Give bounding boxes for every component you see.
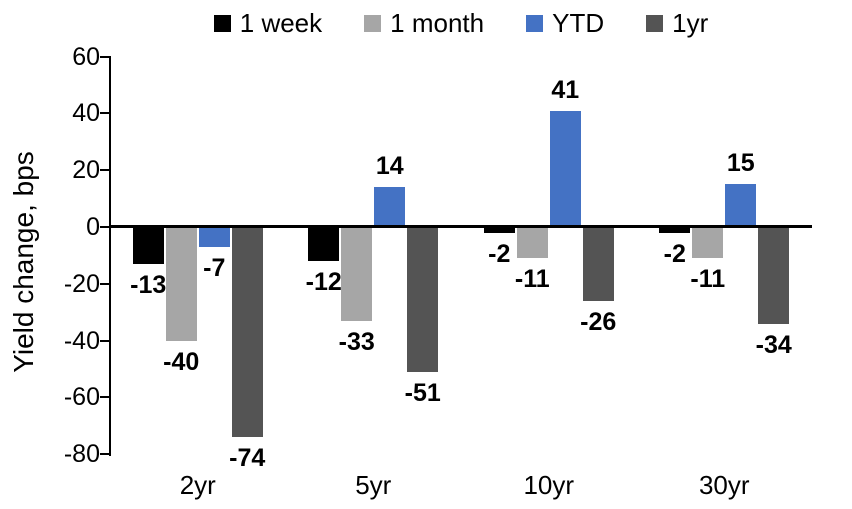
bar-1-week-5yr: [308, 227, 340, 262]
legend-item-1-month: 1 month: [364, 10, 484, 36]
bar-1yr-30yr: [758, 227, 790, 324]
legend-item-1yr: 1yr: [646, 10, 708, 36]
x-category-label: 5yr: [355, 470, 392, 500]
bar-value-label: -34: [755, 330, 792, 359]
y-tick-mark: [100, 396, 111, 399]
bar-1-month-10yr: [516, 227, 548, 259]
bar-1-week-10yr: [483, 227, 515, 233]
legend-swatch-icon: [526, 14, 544, 32]
bar-1-month-5yr: [341, 227, 373, 321]
bar-ytd-5yr: [374, 187, 406, 227]
legend-label: 1 month: [390, 8, 485, 38]
legend-label: 1 week: [239, 8, 323, 38]
bar-ytd-10yr: [549, 110, 581, 227]
bar-value-label: 15: [726, 149, 755, 178]
y-tick-mark: [100, 169, 111, 172]
legend-swatch-icon: [646, 14, 664, 32]
bar-value-label: -11: [690, 265, 726, 294]
legend-item-1-week: 1 week: [213, 8, 323, 38]
bar-value-label: -11: [514, 265, 550, 294]
legend-label: YTD: [552, 8, 605, 38]
y-tick-label: -40: [63, 326, 100, 355]
y-tick-label: -20: [63, 269, 100, 298]
bar-value-label: 14: [375, 152, 404, 181]
legend-swatch-icon: [213, 14, 231, 32]
bar-value-label: 41: [551, 75, 580, 104]
legend-label: 1yr: [672, 8, 709, 38]
legend-item-ytd: YTD: [526, 10, 604, 36]
x-category-label: 2yr: [179, 470, 216, 500]
y-tick-mark: [100, 282, 111, 285]
bar-1-month-2yr: [165, 227, 197, 341]
y-tick-mark: [100, 339, 111, 342]
bar-ytd-30yr: [725, 184, 757, 227]
bar-1-week-2yr: [132, 227, 164, 264]
bar-value-label: -7: [203, 253, 226, 282]
bar-value-label: -12: [305, 268, 342, 297]
bar-value-label: -2: [488, 239, 511, 268]
bar-1-month-30yr: [692, 227, 724, 259]
bar-ytd-2yr: [198, 227, 230, 247]
bar-1yr-5yr: [407, 227, 439, 372]
bar-1yr-2yr: [231, 227, 263, 438]
y-tick-label: 0: [86, 213, 100, 241]
bar-value-label: -13: [130, 270, 167, 299]
bar-value-label: -40: [163, 347, 200, 376]
y-tick-label: 40: [72, 99, 100, 128]
bar-value-label: -33: [338, 327, 375, 356]
y-tick-label: 60: [72, 42, 100, 71]
bar-value-label: -2: [663, 239, 686, 268]
bar-value-label: -26: [580, 307, 617, 336]
bar-value-label: -51: [404, 378, 441, 407]
legend-swatch-icon: [364, 14, 382, 32]
y-tick-mark: [100, 112, 111, 115]
bar-1-week-30yr: [659, 227, 691, 233]
y-tick-mark: [100, 226, 111, 228]
x-category-label: 30yr: [698, 470, 750, 500]
y-tick-label: 20: [72, 156, 100, 185]
x-category-label: 10yr: [523, 470, 575, 500]
y-axis-line: [109, 56, 111, 457]
y-tick-label: -60: [63, 383, 100, 412]
y-tick-mark: [100, 453, 111, 456]
y-tick-mark: [100, 55, 111, 58]
bar-value-label: -74: [229, 444, 266, 473]
y-tick-label: -80: [63, 440, 100, 469]
bar-1yr-10yr: [582, 227, 614, 301]
legend: 1 week 1 month YTD 1yr: [110, 10, 812, 36]
zero-baseline: [109, 225, 812, 228]
